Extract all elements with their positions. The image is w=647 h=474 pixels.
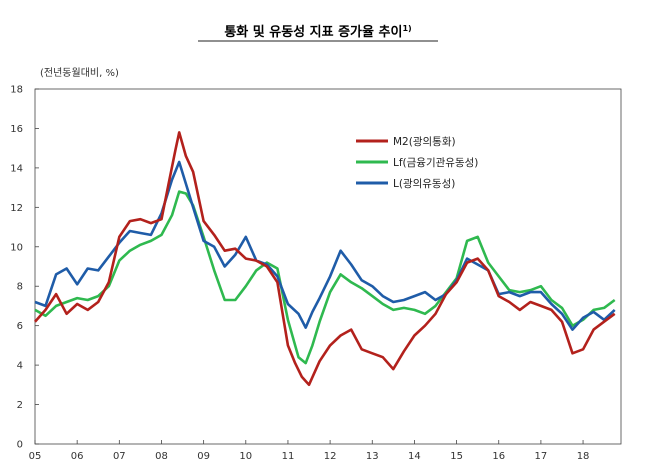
legend-label-2: Lf(금융기관유동성) (393, 157, 478, 169)
plot-area-frame (34, 88, 622, 445)
y-axis: 0 2 4 6 8 10 12 14 16 18 (10, 85, 39, 451)
x-tick-label: 09 (197, 451, 210, 462)
legend-label-3: L(광의유동성) (393, 178, 455, 190)
x-tick-label: 15 (450, 451, 463, 462)
legend-label-1: M2(광의통화) (393, 136, 456, 148)
x-axis: 05 06 07 08 09 10 11 12 13 14 15 16 17 18 (29, 440, 590, 462)
legend: M2(광의통화) Lf(금융기관유동성) L(광의유동성) (356, 136, 478, 190)
series-line-2 (34, 190, 616, 365)
x-tick-label: 07 (113, 451, 126, 462)
x-tick-label: 14 (408, 451, 421, 462)
x-tick-label: 06 (71, 451, 84, 462)
series-lines (34, 131, 616, 387)
x-tick-label: 05 (29, 451, 42, 462)
y-tick-label: 6 (17, 321, 23, 332)
y-tick-label: 12 (10, 203, 23, 214)
x-tick-label: 10 (239, 451, 252, 462)
y-tick-label: 8 (17, 282, 23, 293)
x-tick-label: 12 (324, 451, 337, 462)
y-tick-label: 10 (10, 242, 23, 253)
x-tick-label: 18 (577, 451, 590, 462)
y-tick-label: 4 (17, 361, 23, 372)
unit-label: (전년동월대비, %) (40, 67, 119, 79)
x-tick-label: 08 (155, 451, 168, 462)
x-tick-label: 13 (366, 451, 379, 462)
series-line-1 (34, 131, 616, 387)
y-tick-label: 16 (10, 124, 23, 135)
x-tick-label: 17 (535, 451, 548, 462)
y-tick-label: 2 (17, 400, 23, 411)
y-tick-label: 14 (10, 163, 23, 174)
chart-title: 통화 및 유동성 지표 증가율 추이1) (224, 24, 411, 40)
y-tick-label: 18 (10, 85, 23, 96)
x-tick-label: 16 (492, 451, 505, 462)
y-tick-label: 0 (17, 440, 23, 451)
series-line-3 (34, 160, 616, 331)
x-tick-label: 11 (282, 451, 295, 462)
